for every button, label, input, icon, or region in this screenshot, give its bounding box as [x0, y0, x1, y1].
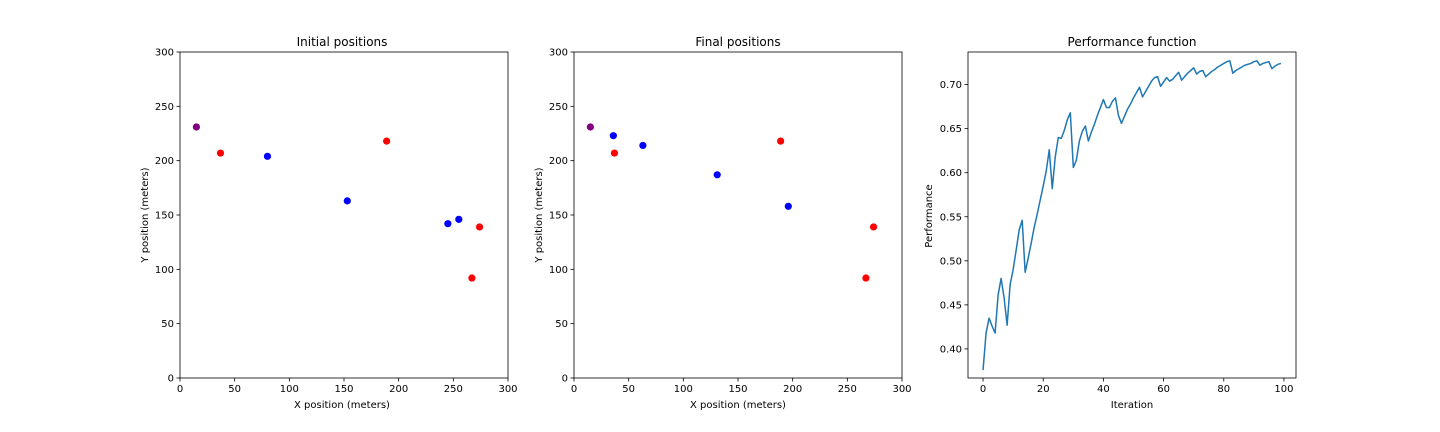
x-tick-label: 250: [838, 384, 857, 395]
plot-frame-initial: [179, 51, 509, 379]
x-tick-label: 40: [1097, 384, 1110, 395]
x-tick-label: 50: [622, 384, 635, 395]
y-tick-label: 250: [549, 102, 568, 113]
y-tick-label: 0: [168, 374, 174, 385]
panel-initial-positions: Initial positions X position (meters) Y …: [140, 35, 518, 411]
y-tick-label: 0.45: [940, 300, 962, 311]
performance-line: [982, 60, 1282, 371]
x-tick-label: 20: [1037, 384, 1050, 395]
scatter-point: [468, 274, 476, 282]
scatter-point: [777, 137, 785, 145]
scatter-point: [383, 137, 391, 145]
scatter-point: [444, 220, 452, 228]
x-tick-label: 200: [389, 384, 408, 395]
ticks-initial: 0 50 100 150 200 250 300 0 50 100 150 200 250 300: [155, 48, 518, 396]
plot-frame-performance: [967, 51, 1297, 379]
x-axis-label-final: X position (meters): [690, 400, 786, 411]
x-tick-label: 200: [783, 384, 802, 395]
y-axis-label-performance: Performance: [924, 184, 935, 247]
panel-final-positions: Final positions X position (meters) Y po…: [534, 35, 912, 411]
scatter-point: [475, 223, 484, 231]
y-tick-label: 150: [549, 211, 568, 222]
scatter-point: [713, 171, 721, 179]
y-tick-label: 50: [555, 319, 568, 330]
x-tick-label: 300: [892, 384, 911, 395]
chart-title-initial: Initial positions: [297, 35, 388, 49]
series-performance: [982, 60, 1282, 371]
x-tick-label: 60: [1157, 384, 1170, 395]
x-tick-label: 300: [498, 384, 517, 395]
x-axis-label-performance: Iteration: [1111, 400, 1153, 411]
y-tick-label: 50: [161, 319, 174, 330]
scatter-point: [639, 141, 647, 150]
y-axis-label-initial: Y position (meters): [140, 167, 151, 263]
scatter-point: [862, 274, 870, 282]
chart-title-performance: Performance function: [1068, 35, 1197, 49]
y-tick-label: 300: [549, 48, 568, 59]
scatter-point: [869, 223, 878, 231]
scatter-point: [343, 197, 351, 205]
plot-frame-final: [573, 51, 903, 379]
y-tick-label: 0.60: [940, 168, 962, 179]
x-tick-label: 80: [1217, 384, 1230, 395]
y-tick-label: 0.55: [940, 212, 962, 223]
y-axis-label-final: Y position (meters): [534, 167, 545, 263]
scatter-point: [263, 152, 272, 160]
y-tick-label: 100: [155, 265, 174, 276]
x-tick-label: 0: [980, 384, 986, 395]
x-tick-label: 150: [728, 384, 747, 395]
y-tick-label: 0.40: [940, 344, 962, 355]
scatter-point: [586, 123, 595, 131]
y-tick-label: 0: [562, 374, 568, 385]
scatter-point: [609, 132, 617, 140]
x-tick-label: 100: [674, 384, 693, 395]
x-tick-label: 150: [334, 384, 353, 395]
scatter-point: [455, 215, 463, 223]
scatter-point: [610, 149, 619, 157]
y-tick-label: 150: [155, 211, 174, 222]
points-final: [586, 123, 878, 282]
ticks-final: 0 50 100 150 200 250 300 0 50 100 150 200 250 300: [549, 48, 912, 396]
scatter-point: [192, 123, 200, 131]
x-tick-label: 50: [228, 384, 241, 395]
chart-title-final: Final positions: [695, 35, 780, 49]
y-tick-label: 0.65: [940, 124, 962, 135]
ticks-performance: 0 20 40 60 80 100 0.40 0.45 0.50 0.55 0.60 0.65 0.70: [940, 80, 1294, 395]
panel-performance-function: Performance function Iteration Performan…: [924, 35, 1297, 411]
y-tick-label: 250: [155, 102, 174, 113]
scatter-point: [784, 202, 792, 210]
y-tick-label: 200: [549, 156, 568, 167]
y-tick-label: 0.70: [940, 80, 962, 91]
x-tick-label: 0: [571, 384, 577, 395]
x-tick-label: 100: [1274, 384, 1293, 395]
y-tick-label: 200: [155, 156, 174, 167]
x-tick-label: 0: [177, 384, 183, 395]
y-tick-label: 100: [549, 265, 568, 276]
x-tick-label: 100: [280, 384, 299, 395]
x-tick-label: 250: [444, 384, 463, 395]
x-axis-label-initial: X position (meters): [294, 400, 390, 411]
scatter-point: [216, 149, 225, 157]
points-initial: [192, 123, 484, 282]
y-tick-label: 0.50: [940, 256, 962, 267]
y-tick-label: 300: [155, 48, 174, 59]
